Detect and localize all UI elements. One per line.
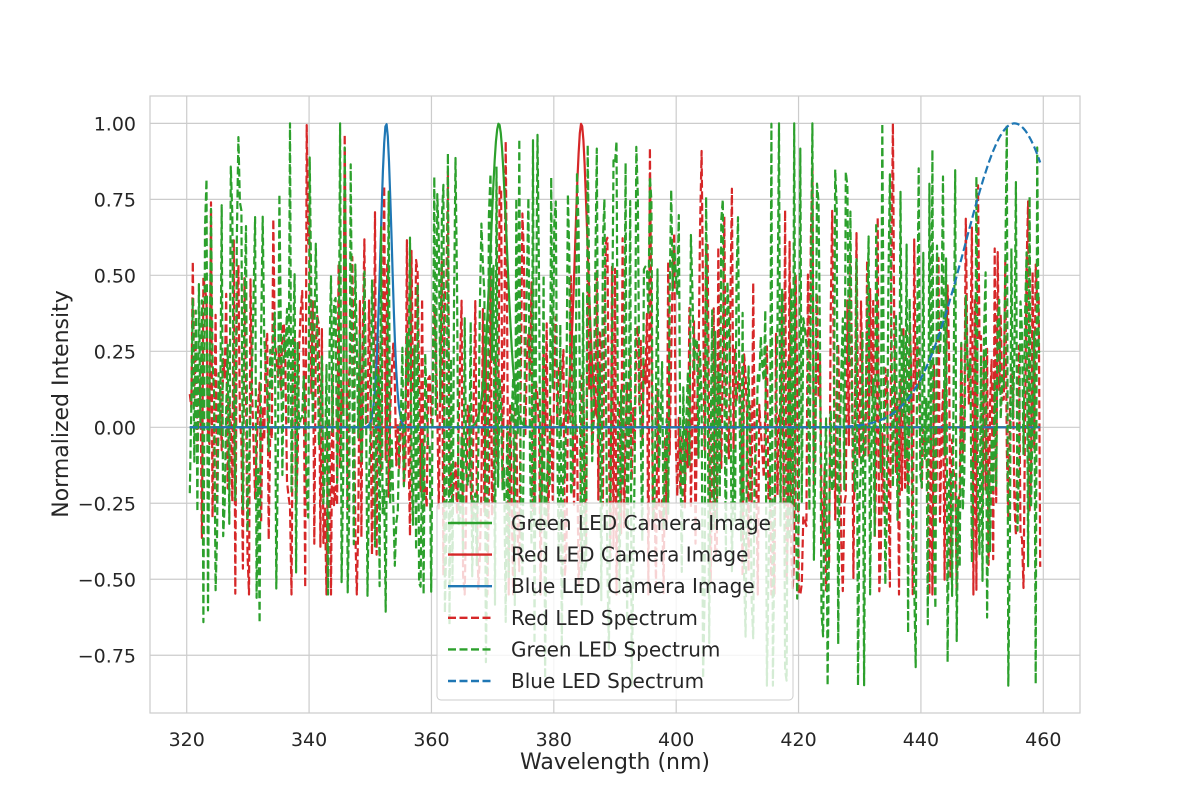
x-tick-label: 400 bbox=[658, 729, 694, 751]
plot-area bbox=[149, 95, 1081, 714]
x-tick-label: 420 bbox=[780, 729, 816, 751]
y-tick-label: 0.75 bbox=[94, 189, 136, 211]
legend-entry-label: Blue LED Camera Image bbox=[511, 574, 755, 598]
y-tick-label: −0.75 bbox=[78, 645, 136, 667]
x-tick-label: 340 bbox=[291, 729, 327, 751]
plot-frame bbox=[149, 95, 1081, 714]
x-tick-label: 460 bbox=[1025, 729, 1061, 751]
series-line-red-led-spectrum bbox=[188, 122, 1042, 596]
x-axis-ticks: 320 340 360 380 400 420 440 460 bbox=[169, 729, 1062, 751]
y-tick-label: −0.25 bbox=[78, 493, 136, 515]
y-tick-label: −0.50 bbox=[78, 569, 136, 591]
x-tick-label: 380 bbox=[536, 729, 572, 751]
series-line-green-led-spectrum bbox=[188, 122, 1041, 687]
legend-entry-label: Red LED Spectrum bbox=[511, 606, 698, 630]
legend-entry-label: Blue LED Spectrum bbox=[511, 669, 704, 693]
y-tick-label: 0.50 bbox=[94, 265, 136, 287]
x-axis-label: Wavelength (nm) bbox=[520, 750, 710, 775]
x-tick-label: 320 bbox=[169, 729, 205, 751]
y-tick-label: 0.25 bbox=[94, 341, 136, 363]
y-axis-label: Normalized Intensity bbox=[49, 290, 74, 518]
x-tick-label: 360 bbox=[413, 729, 449, 751]
series-line-blue-led-spectrum bbox=[189, 122, 1042, 429]
y-tick-label: 1.00 bbox=[94, 113, 136, 135]
legend-entry-label: Green LED Camera Image bbox=[511, 511, 771, 535]
series-layer bbox=[188, 122, 1042, 687]
y-axis-ticks: −0.75 −0.50 −0.25 0.00 0.25 0.50 0.75 1.00 bbox=[78, 113, 136, 667]
legend-entry-label: Green LED Spectrum bbox=[511, 637, 720, 661]
legend-box bbox=[436, 502, 794, 701]
legend-entry-label: Red LED Camera Image bbox=[511, 543, 748, 567]
y-tick-label: 0.00 bbox=[94, 417, 136, 439]
x-tick-label: 440 bbox=[903, 729, 939, 751]
legend: Green LED Camera Image Red LED Camera Ima… bbox=[436, 502, 794, 701]
